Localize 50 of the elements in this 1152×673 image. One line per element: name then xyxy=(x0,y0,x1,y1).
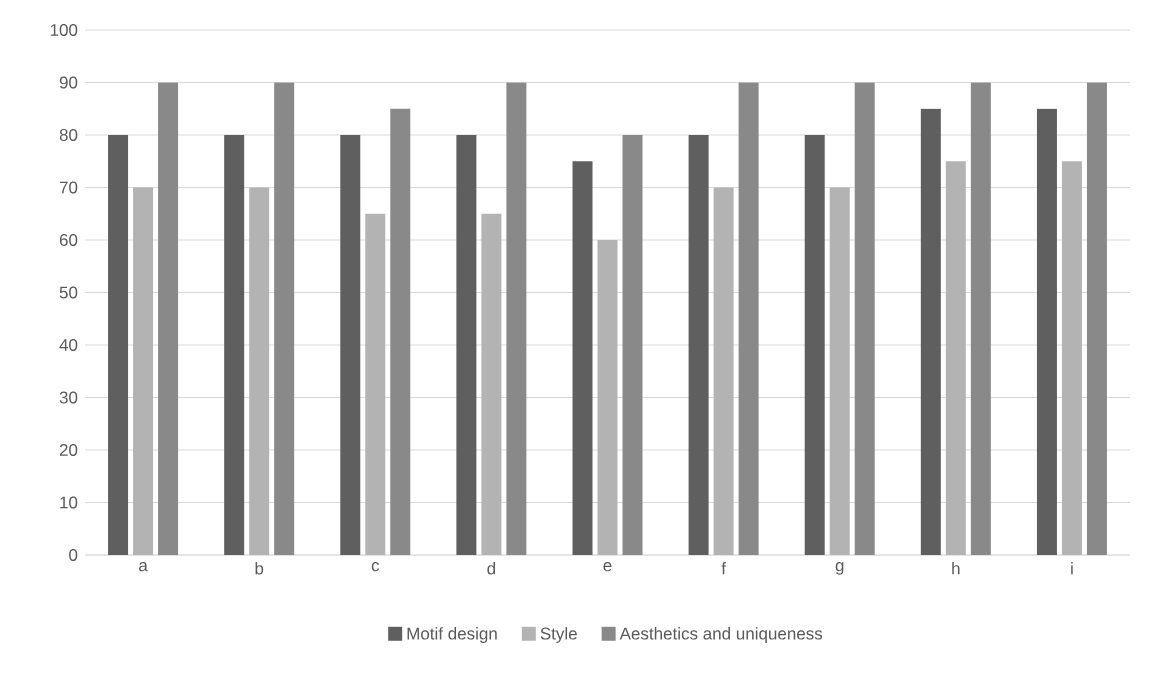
bar xyxy=(340,134,361,555)
bar xyxy=(133,187,154,555)
bar xyxy=(390,108,411,555)
bar xyxy=(829,187,850,555)
x-tick-label: g xyxy=(835,562,844,575)
bar xyxy=(1036,108,1057,555)
bar xyxy=(804,134,825,555)
y-tick-label: 30 xyxy=(59,391,78,404)
bar xyxy=(249,187,270,555)
x-tick-label: e xyxy=(603,562,612,572)
y-tick-label: 90 xyxy=(59,76,78,89)
x-tick-label: f xyxy=(721,562,726,575)
y-tick-label: 10 xyxy=(60,496,78,509)
y-tick-label: 40 xyxy=(59,338,78,351)
legend-label: Style xyxy=(540,627,577,643)
x-tick-label: b xyxy=(255,562,264,575)
bar xyxy=(108,134,129,555)
legend-label: Aesthetics and uniqueness xyxy=(619,627,823,643)
bar xyxy=(622,134,643,555)
y-tick-label: 70 xyxy=(59,181,78,194)
bar xyxy=(597,239,618,555)
y-tick-label: 100 xyxy=(50,23,78,36)
bar xyxy=(506,82,527,555)
bar xyxy=(713,187,734,555)
bar xyxy=(274,82,295,555)
y-tick-label: 0 xyxy=(69,548,78,561)
y-tick-label: 80 xyxy=(59,128,78,141)
bar xyxy=(854,82,875,555)
x-tick-label: c xyxy=(371,562,380,572)
legend-label: Motif design xyxy=(407,627,497,643)
x-tick-label: a xyxy=(139,562,148,572)
x-tick-label: d xyxy=(487,562,496,575)
bar xyxy=(945,161,966,555)
bar xyxy=(481,213,502,555)
y-tick-label: 50 xyxy=(59,286,78,299)
bar xyxy=(1086,82,1107,555)
x-tick-label: i xyxy=(1071,562,1073,575)
bar xyxy=(224,134,245,555)
y-tick-label: 60 xyxy=(59,233,78,246)
bar xyxy=(688,134,709,555)
bar xyxy=(920,108,941,555)
y-tick-label: 20 xyxy=(59,443,78,456)
bar xyxy=(365,213,386,555)
bar xyxy=(158,82,179,555)
bar xyxy=(738,82,759,555)
bar xyxy=(1061,161,1082,555)
bar xyxy=(456,134,477,555)
x-tick-label: h xyxy=(952,562,960,575)
bar xyxy=(970,82,991,555)
bar xyxy=(572,161,593,555)
